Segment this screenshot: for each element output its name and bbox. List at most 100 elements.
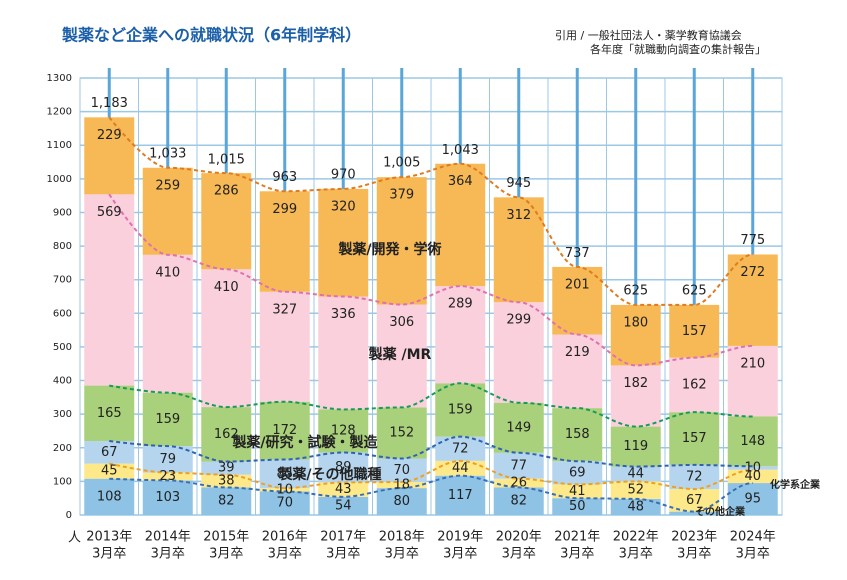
- series-label: 製薬/その他職種: [277, 466, 381, 483]
- data-label: 10: [744, 460, 761, 475]
- data-label: 39: [218, 461, 235, 476]
- data-label: 48: [627, 499, 644, 514]
- series-label: 製薬/研究・試験・製造: [231, 434, 377, 451]
- bar-segment: [610, 466, 661, 482]
- bars: [84, 117, 778, 515]
- x-tick-label: 2014年: [145, 530, 191, 545]
- bar-segment: [318, 496, 369, 515]
- data-label: 10: [276, 482, 293, 497]
- total-label: 1,183: [91, 96, 128, 111]
- x-tick-label: 2016年: [262, 530, 308, 545]
- x-tick-label: 3月卒: [736, 547, 770, 562]
- bar-segment: [610, 498, 661, 515]
- x-tick-label: 2020年: [496, 530, 542, 545]
- bar-segment: [318, 188, 369, 297]
- data-label: 320: [331, 199, 356, 214]
- y-tick-label: 400: [53, 376, 72, 387]
- data-label: 157: [682, 431, 707, 446]
- total-label: 625: [623, 283, 648, 298]
- x-tick-label: 2019年: [437, 530, 483, 545]
- total-label: 1,043: [442, 143, 479, 158]
- total-label: 737: [565, 246, 590, 261]
- data-label: 72: [686, 470, 703, 485]
- bar-segment: [727, 416, 778, 467]
- data-label: 82: [218, 494, 235, 509]
- data-label: 41: [569, 484, 586, 499]
- data-label: 149: [506, 420, 531, 435]
- trend-line: [108, 116, 753, 306]
- chart-title: 製薬など企業への就職状況（6年制学科）: [61, 26, 361, 45]
- source: 引用 / 一般社団法人・薬学教育協議会: [555, 28, 742, 42]
- data-label: 180: [623, 315, 648, 330]
- y-tick-label: 1300: [47, 73, 72, 84]
- bar-segment: [142, 472, 193, 481]
- data-label: 43: [335, 482, 352, 497]
- x-tick-label: 2013年: [86, 530, 132, 545]
- data-label: 52: [627, 483, 644, 498]
- x-tick-label: 3月卒: [502, 547, 536, 562]
- bar-segment: [669, 304, 720, 358]
- data-label: 336: [331, 307, 356, 322]
- data-label: 23: [159, 469, 176, 484]
- bar-segment: [552, 484, 603, 499]
- bar-segment: [376, 488, 427, 515]
- data-label: 289: [448, 297, 473, 312]
- source: 各年度「就職動向調査の集計報告」: [590, 42, 766, 56]
- data-label: 159: [155, 412, 180, 427]
- data-label: 44: [452, 461, 469, 476]
- bar-segment: [669, 357, 720, 413]
- x-tick-label: 2018年: [379, 530, 425, 545]
- bar-segment: [201, 461, 252, 475]
- bar-segment: [669, 412, 720, 465]
- bar-segment: [493, 302, 544, 403]
- bar-segment: [493, 487, 544, 515]
- bar-segment: [142, 480, 193, 515]
- series-label: 製薬/開発・学術: [337, 241, 441, 258]
- data-label: 165: [97, 406, 122, 421]
- bar-segment: [376, 304, 427, 408]
- bar-segment: [84, 385, 135, 442]
- x-tick-label: 2022年: [613, 530, 659, 545]
- bar-segment: [318, 452, 369, 483]
- x-tick-label: 2023年: [671, 530, 717, 545]
- total-label: 1,005: [383, 156, 420, 171]
- bar-segment: [84, 194, 135, 386]
- total-label: 945: [506, 176, 531, 191]
- x-tick-label: 2024年: [730, 530, 776, 545]
- x-tick-label: 2015年: [203, 530, 249, 545]
- y-tick-label: 100: [53, 476, 72, 487]
- bar-segment: [552, 334, 603, 409]
- bar-segment: [493, 402, 544, 453]
- bar-segment: [610, 365, 661, 427]
- data-label: 85: [276, 466, 293, 481]
- data-label: 272: [740, 265, 765, 280]
- data-label: 119: [623, 439, 648, 454]
- data-label: 70: [393, 463, 410, 478]
- bar-segment: [376, 407, 427, 459]
- bar-segment: [669, 511, 720, 515]
- total-label: 963: [272, 170, 297, 185]
- x-tick-label: 3月卒: [385, 547, 419, 562]
- y-tick-label: 0: [66, 510, 72, 521]
- data-label: 201: [565, 277, 590, 292]
- data-label: 69: [569, 465, 586, 480]
- data-label: 128: [331, 423, 356, 438]
- data-label: 312: [506, 208, 531, 223]
- y-tick-label: 900: [53, 207, 72, 218]
- bar-segment: [610, 426, 661, 467]
- y-tick-label: 800: [53, 241, 72, 252]
- data-label: 299: [506, 313, 531, 328]
- total-label: 1,033: [149, 146, 186, 161]
- data-label: 45: [101, 464, 118, 479]
- x-tick-label: 3月卒: [677, 547, 711, 562]
- y-tick-label: 700: [53, 275, 72, 286]
- data-label: 117: [448, 488, 473, 503]
- bar-segment: [259, 459, 310, 489]
- bar-segment: [84, 478, 135, 515]
- total-label: 970: [331, 167, 356, 182]
- data-label: 569: [97, 205, 122, 220]
- data-label: 286: [214, 184, 239, 199]
- data-label: 70: [276, 496, 293, 511]
- bar-segment: [84, 441, 135, 464]
